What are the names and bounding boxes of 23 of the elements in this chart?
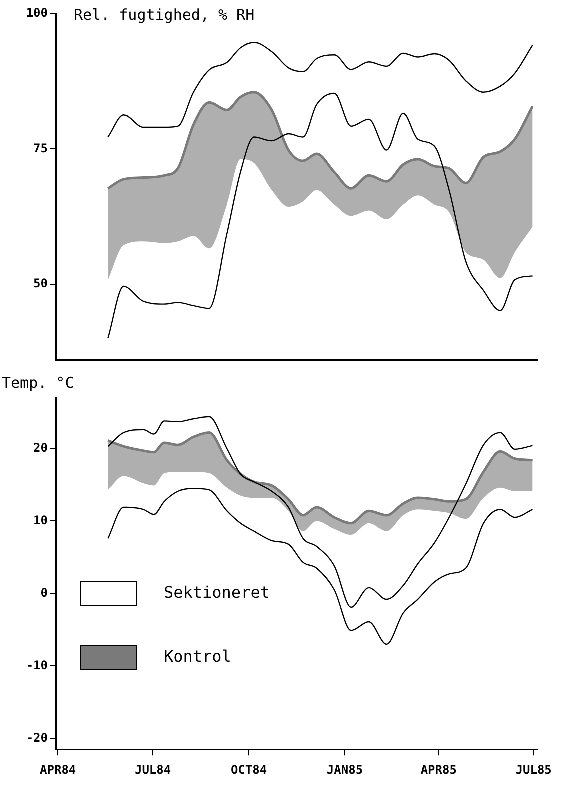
legend-label: Sektioneret <box>164 582 270 602</box>
x-tick-label: JUL85 <box>516 762 552 777</box>
x-tick-label: OCT84 <box>230 762 268 777</box>
y-tick-label: 0 <box>40 586 48 600</box>
line-series <box>108 42 534 138</box>
y-tick-label: 20 <box>34 440 48 455</box>
legend-label: Kontrol <box>164 646 232 666</box>
y-tick-label: -20 <box>26 730 48 745</box>
y-axis-title: Rel. fugtighed, % RH <box>74 6 255 24</box>
x-tick-label: JAN85 <box>326 762 364 777</box>
x-tick-label: APR85 <box>420 762 457 777</box>
y-tick-label: 10 <box>34 513 48 528</box>
line-series <box>108 488 534 646</box>
y-tick-label: 100 <box>26 6 48 20</box>
x-tick-label: JUL84 <box>134 762 172 777</box>
y-tick-label: -10 <box>26 658 48 672</box>
x-tick-label: APR84 <box>40 762 76 777</box>
y-axis-title: Temp. °C <box>2 374 74 392</box>
line-series <box>108 92 534 339</box>
y-tick-label: 75 <box>34 141 48 156</box>
line-series <box>106 91 534 190</box>
line-series <box>108 416 534 608</box>
y-tick-label: 50 <box>34 276 48 290</box>
